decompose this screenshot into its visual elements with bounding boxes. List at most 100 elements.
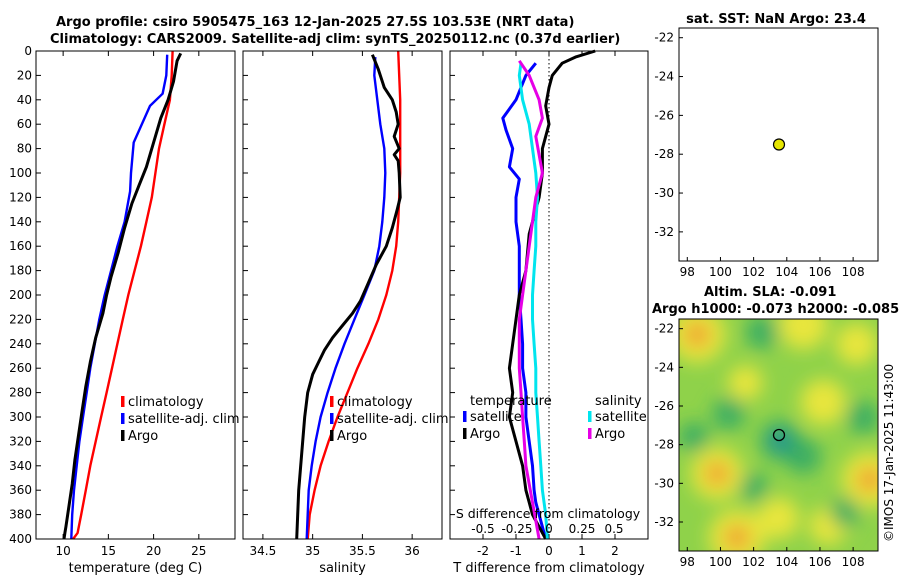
sla-heatmap-low-blob [679,421,709,452]
difference-series-t-argo [507,49,596,540]
sla-heatmap-peak-blob [856,466,878,493]
sst_map-xtick-label: 106 [809,265,832,279]
sla_map-ytick-label: -30 [654,476,674,490]
sst_map-xtick-label: 100 [709,265,732,279]
salinity-series-satellite-adj-clim [305,57,387,540]
difference-axes-frame [449,50,649,540]
copyright-text: ©IMOS 17-Jan-2025 11:43:00 [882,364,896,542]
temperature-ytick-label: 260 [9,361,32,375]
temperature-ytick-label: 360 [9,483,32,497]
temperature-panel: 10 15 20 25 0 20 40 60 80 100 120 140 160 180 200 220 24… [9,44,240,576]
difference-legend-s-argo-label: Argo [595,427,625,442]
difference-xtick-label: -2 [477,544,489,558]
sla-heatmap-low-blob [846,401,878,434]
sst-map-float-marker [772,138,786,151]
temperature-xtick-label: 25 [191,544,206,558]
salinity-xtick-label: 36 [405,544,420,558]
figure-title-line-2: Climatology: CARS2009. Satellite-adj cli… [50,32,621,47]
difference-x2tick-label: 0 [545,522,553,536]
difference-series-t-satellite [501,62,548,540]
sla_map-panel: Altim. SLA: -0.091 Argo h1000: -0.073 h20… [652,285,899,569]
difference-x2tick-label: 0.5 [604,522,623,536]
difference-legend-t-satellite-label: satellite [470,410,522,425]
temperature-xtick-label: 10 [55,544,70,558]
sla-heatmap-blobs [679,319,878,551]
salinity-legend-0-label: climatology [337,395,413,410]
sla-map-float-marker [772,428,786,442]
temperature-ytick-label: 320 [9,434,32,448]
temperature-ytick-label: 40 [17,93,32,107]
sla-map-subtitle: Argo h1000: -0.073 h2000: -0.085 [652,302,899,317]
difference-xtick-label: -1 [510,544,522,558]
figure-title-line-1: Argo profile: csiro 5905475_163 12-Jan-2… [56,15,575,30]
sla-heatmap-peak-blob [724,524,751,551]
sst_map-ytick-label: -28 [654,147,674,161]
temperature-ytick-label: 300 [9,410,32,424]
temperature-series-climatology [72,50,174,540]
temperature-legend-2-label: Argo [128,429,158,444]
sla_map-xtick-label: 106 [809,555,832,569]
sla-heatmap-high-blob [800,379,846,425]
salinity-legend-1-label: satellite-adj. clim [337,412,449,427]
temperature-ytick-label: 280 [9,386,32,400]
temperature-series-satellite-adj-clim [70,54,169,540]
sla-heatmap-low-blob [712,397,746,431]
sst_map-panel: 98 100 102 104 106 108 -22 -24 -26 -28 -30 -32 sat. … [654,12,878,279]
sst_map-ytick-label: -26 [654,108,674,122]
sla_map-xtick-label: 104 [775,555,798,569]
temperature-ytick-label: 200 [9,288,32,302]
sla_map-ytick-label: -22 [654,322,674,336]
sla-heatmap-high-blob [757,497,800,539]
difference-x2tick-label: -0.5 [471,522,494,536]
sla-heatmap-low-blob [739,472,768,502]
difference-xtick-label: 2 [611,544,619,558]
difference-xaxis-label: T difference from climatology [452,561,645,576]
difference-legend-s-satellite-label: satellite [595,410,647,425]
temperature-ytick-label: 120 [9,190,32,204]
temperature-xtick-label: 20 [146,544,161,558]
salinity-legend-2-swatch [330,430,334,441]
temperature-ytick-label: 20 [17,68,32,82]
sst_map-xtick-label: 102 [742,265,765,279]
sla_map-xtick-label: 100 [709,555,732,569]
sla-map-title: Altim. SLA: -0.091 [704,285,836,300]
sla-heatmap-low-blob [745,319,779,349]
temperature-ytick-label: 60 [17,117,32,131]
temperature-axes-frame [35,50,236,540]
salinity-legend-2-label: Argo [337,429,367,444]
sst_map-xtick-label: 104 [775,265,798,279]
sla_map-axes-frame [678,318,879,552]
sst_map-axes-frame [678,27,879,262]
sla_map-ytick-label: -32 [654,515,674,529]
sla_map-xtick-label: 108 [842,555,865,569]
temperature-xaxis-label: temperature (deg C) [69,561,203,576]
temperature-legend-1-label: satellite-adj. clim [128,412,240,427]
difference-legend-s-argo-swatch [588,428,592,439]
difference-legend-left-title: temperature [470,394,552,409]
difference-x2tick-label: -0.25 [501,522,532,536]
sst_map-ytick-label: -32 [654,225,674,239]
difference-panel: -2 -1 0 1 2 T difference from climatology S di… [450,49,647,576]
sla_map-xtick-label: 102 [742,555,765,569]
difference-xtick-label: 1 [578,544,586,558]
sst_map-ytick-label: -30 [654,186,674,200]
temperature-ytick-label: 100 [9,166,32,180]
sst_map-xtick-label: 108 [842,265,865,279]
sla_map-ytick-label: -24 [654,360,674,374]
temperature-ytick-label: 400 [9,532,32,546]
temperature-legend-0-label: climatology [128,395,204,410]
sla-heatmap-high-blob [778,319,828,350]
difference-legend-t-argo-swatch [463,428,467,439]
temperature-ytick-label: 180 [9,264,32,278]
temperature-legend-1-swatch [121,413,125,424]
sla-heatmap-peak-blob [684,321,711,348]
salinity-xtick-label: 34.5 [250,544,277,558]
temperature-ytick-label: 160 [9,239,32,253]
sla_map-ytick-label: -26 [654,399,674,413]
temperature-ytick-label: 0 [24,44,32,58]
difference-legend-t-satellite-swatch [463,411,467,422]
temperature-series-argo [62,52,183,540]
difference-series-s-argo [517,59,544,540]
difference-x2tick-label: 0.25 [569,522,596,536]
difference-legend-right-title: salinity [595,394,642,409]
